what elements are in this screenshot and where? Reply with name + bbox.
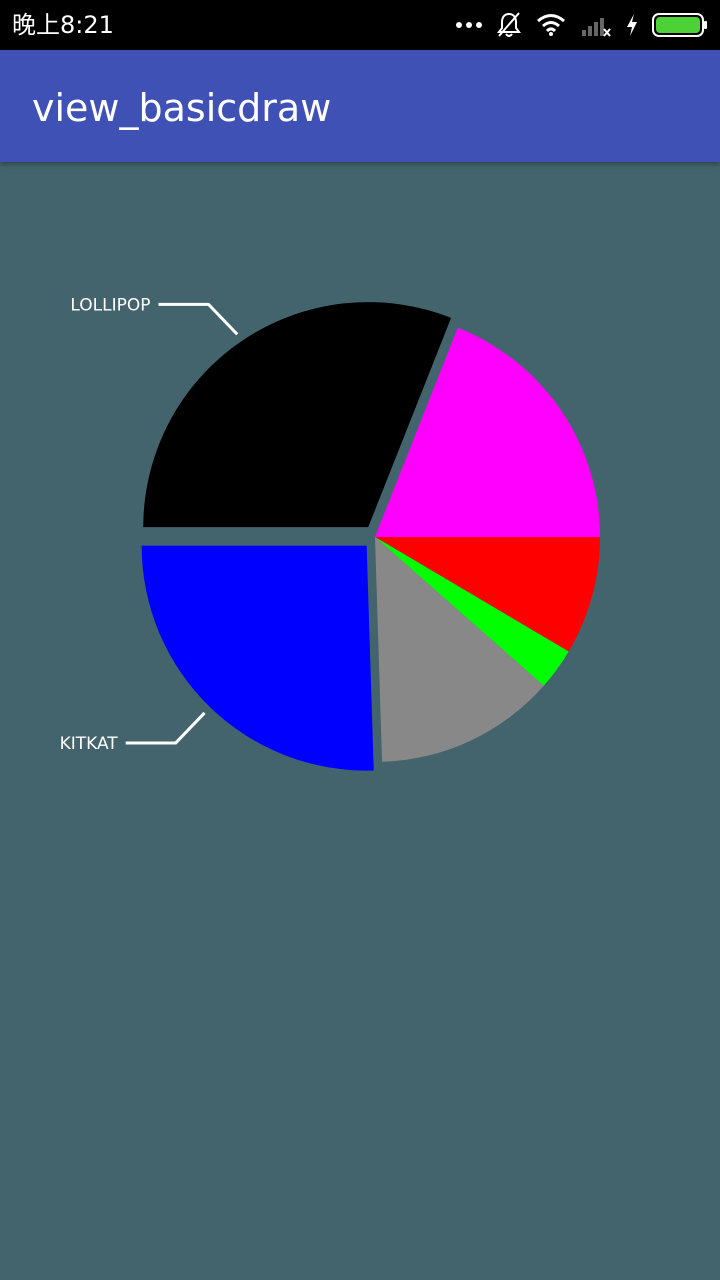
- pie-slice-lollipop: [143, 302, 452, 528]
- pie-slice-2: [375, 537, 544, 762]
- battery-icon: [652, 13, 707, 37]
- charging-icon: [627, 14, 637, 36]
- notifications-off-icon: [497, 12, 521, 37]
- app-title: view_basicdraw: [32, 86, 332, 130]
- wifi-icon: [537, 14, 565, 36]
- status-icons: [456, 8, 708, 42]
- pie-slice-5: [375, 327, 600, 537]
- status-time: 晚上8:21: [12, 11, 114, 39]
- more-dots-icon: [456, 22, 482, 28]
- slice-label-lollipop: LOLLIPOP: [70, 295, 150, 315]
- cellular-no-signal-icon: [582, 18, 611, 37]
- callout-line-kitkat: [125, 711, 206, 745]
- pie-chart: KITKAT LOLLIPOP: [60, 295, 600, 771]
- chart-area: KITKAT LOLLIPOP: [0, 162, 720, 1280]
- pie-slice-kitkat: [141, 545, 374, 771]
- app-bar: view_basicdraw: [0, 50, 720, 162]
- slice-label-kitkat: KITKAT: [60, 734, 119, 754]
- callout-line-lollipop: [158, 302, 239, 336]
- pie-slice-1: [375, 537, 569, 686]
- pie-slice-0: [375, 537, 600, 652]
- status-bar: 晚上8:21: [0, 0, 720, 50]
